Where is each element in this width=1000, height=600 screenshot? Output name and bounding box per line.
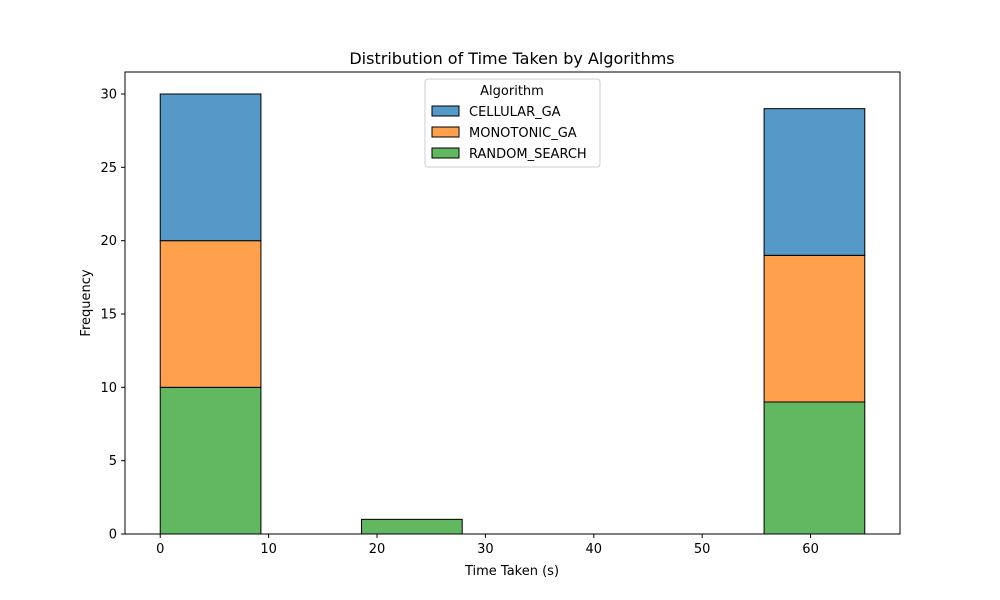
x-axis: 0 10 20 30 40 50 60: [156, 534, 819, 557]
bar-random-search-bin-6: [763, 401, 866, 535]
x-tick-label: 40: [586, 542, 603, 557]
x-tick-label: 20: [369, 542, 386, 557]
legend-swatch-random-search: [431, 147, 460, 159]
y-tick-label: 20: [100, 234, 117, 249]
legend-swatch-cellular-ga: [431, 105, 460, 117]
y-tick-label: 30: [100, 88, 117, 103]
x-axis-label: Time Taken (s): [464, 564, 559, 579]
y-tick-label: 15: [100, 308, 117, 323]
legend-label-random-search: RANDOM_SEARCH: [469, 147, 587, 162]
plot-frame: [124, 71, 901, 535]
legend-title: Algorithm: [480, 84, 544, 99]
legend-label-cellular-ga: CELLULAR_GA: [469, 105, 561, 120]
y-axis: 0 5 10 15 20 25 30: [100, 88, 125, 543]
y-axis-label: Frequency: [79, 269, 94, 336]
bar-cellular-ga-bin-6: [763, 108, 866, 256]
legend: Algorithm CELLULAR_GA MONOTONIC_GA RANDOM_…: [424, 78, 601, 168]
bars-layer: [159, 93, 866, 535]
x-tick-label: 0: [156, 542, 164, 557]
legend-box: [424, 78, 601, 168]
x-tick-label: 30: [477, 542, 494, 557]
x-tick-label: 10: [260, 542, 277, 557]
bar-monotonic-ga-bin-6: [763, 254, 866, 403]
y-tick-label: 5: [109, 454, 117, 469]
bar-random-search-bin-2: [361, 518, 463, 535]
bar-cellular-ga-bin-0: [159, 93, 262, 242]
y-tick-label: 25: [100, 161, 117, 176]
bar-random-search-bin-0: [159, 386, 262, 535]
legend-label-monotonic-ga: MONOTONIC_GA: [469, 126, 577, 141]
x-tick-label: 50: [694, 542, 711, 557]
bar-monotonic-ga-bin-0: [159, 240, 262, 388]
x-tick-label: 60: [802, 542, 819, 557]
y-tick-label: 10: [100, 381, 117, 396]
legend-swatch-monotonic-ga: [431, 126, 460, 138]
y-tick-label: 0: [109, 528, 117, 543]
chart-title: Distribution of Time Taken by Algorithms: [349, 49, 674, 68]
